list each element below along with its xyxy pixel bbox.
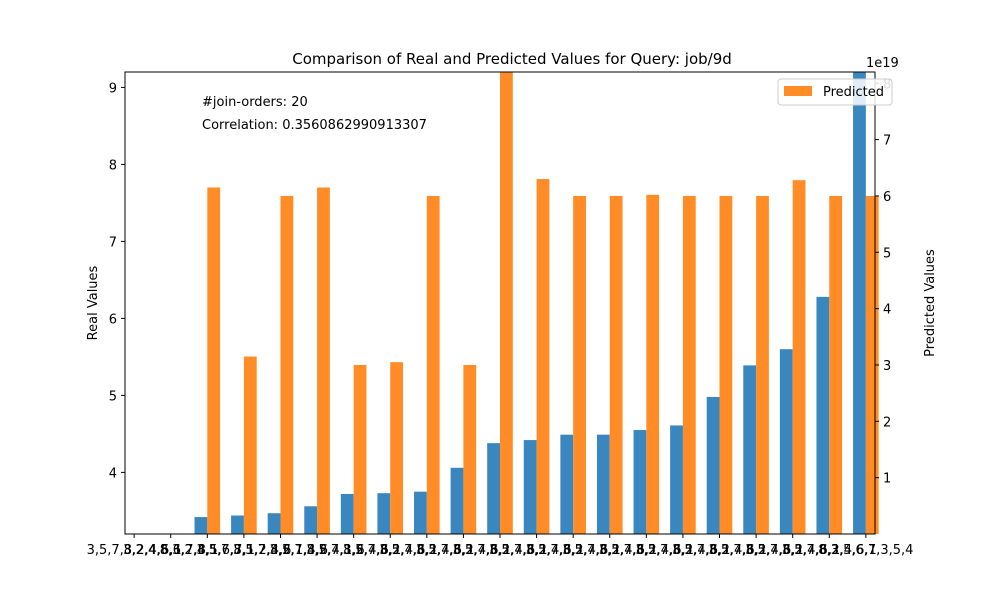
predicted-bar [682, 195, 696, 534]
y2-tick-label: 5 [883, 246, 891, 261]
x-tick-label: 8,3,2,4,5,6,7,1 [160, 543, 255, 558]
predicted-bar [426, 195, 440, 534]
correlation-annotation: Correlation: 0.3560862990913307 [202, 118, 427, 133]
predicted-bar [646, 194, 660, 534]
y2-offset-label: 1e19 [866, 56, 899, 71]
x-tick-label: 3,5,7,8,2,1,4,6 [233, 543, 328, 558]
x-tick-label: 3,5,7,8,2,4,6,1 [379, 543, 474, 558]
y-tick-label: 8 [109, 158, 117, 173]
x-tick-label: 3,5,7,8,2,4,6,1 [745, 543, 840, 558]
predicted-bar [792, 180, 806, 534]
predicted-bar [317, 187, 330, 534]
real-bar [267, 513, 281, 534]
legend-label-predicted: Predicted [823, 85, 884, 100]
x-tick-label: 3,5,7,8,2,4,6,1 [452, 543, 547, 558]
predicted-bar [573, 195, 586, 534]
real-bar [816, 296, 830, 534]
x-tick-label: 3,2,4,5,6,7,8,1 [123, 543, 218, 558]
predicted-bar [353, 364, 367, 534]
x-tick-label: 3,5,7,8,2,4,6,1 [343, 543, 438, 558]
predicted-bar [390, 362, 404, 534]
real-bar [231, 515, 244, 534]
real-bar [523, 440, 537, 534]
real-bar [743, 365, 757, 534]
x-tick-label: 3,5,7,8,2,4,6,1 [672, 543, 767, 558]
real-bar [414, 491, 427, 534]
y2-tick-label: 1 [883, 472, 891, 487]
predicted-bar [536, 179, 550, 535]
y2-tick-label: 7 [883, 134, 891, 149]
x-tick-label: 8,3,5,6,7,3,5,4 [818, 543, 913, 558]
y-tick-label: 5 [109, 389, 117, 404]
x-ticks-group: 3,5,7,8,2,4,6,13,2,4,5,6,7,8,18,3,2,4,5,… [87, 534, 913, 558]
y-tick-label: 4 [109, 466, 117, 481]
y-tick-label: 9 [109, 81, 117, 96]
chart-title: Comparison of Real and Predicted Values … [292, 50, 732, 68]
x-tick-label: 3,5,7,8,2,4,6,1 [306, 543, 401, 558]
real-bar [450, 467, 464, 534]
real-bar [706, 396, 720, 534]
y2-tick-label: 2 [883, 415, 891, 430]
real-bar [340, 493, 354, 534]
legend-swatch-predicted [784, 86, 812, 96]
x-tick-label: 3,5,7,8,2,4,6,1 [709, 543, 804, 558]
predicted-bar [609, 195, 623, 534]
left-y-ticks-group: 4 5 6 7 8 9 [109, 81, 125, 481]
real-bar [487, 443, 500, 534]
y2-tick-label: 4 [883, 303, 891, 318]
y-axis-label: Real Values [86, 265, 101, 340]
join-orders-annotation: #join-orders: 20 [202, 95, 308, 110]
predicted-bar [243, 356, 257, 534]
x-tick-label: 3,5,7,8,2,4,6,1 [562, 543, 657, 558]
predicted-bar [207, 187, 221, 534]
x-tick-label: 3,5,7,8,2,4,6,1 [599, 543, 694, 558]
real-bar [377, 493, 391, 534]
real-bar [670, 425, 683, 534]
x-tick-label: 3,5,7,8,2,4,6,1 [635, 543, 730, 558]
y2-tick-label: 3 [883, 359, 891, 374]
real-bar [633, 430, 647, 534]
real-bar [194, 517, 208, 534]
x-tick-label: 3,5,7,8,2,4,6,1 [526, 543, 621, 558]
y2-tick-label: 6 [883, 190, 891, 205]
x-tick-label: 3,5,7,8,2,4,1,6 [270, 543, 365, 558]
real-bar [853, 72, 866, 534]
predicted-bar [719, 195, 733, 534]
x-tick-label: 3,5,7,8,2,4,6,1 [416, 543, 511, 558]
predicted-bar [463, 364, 477, 534]
predicted-bar [756, 195, 769, 534]
real-bar [560, 434, 574, 534]
predicted-bar [500, 72, 513, 534]
legend: Predicted [777, 78, 893, 106]
predicted-bars-group [207, 72, 879, 535]
predicted-bar [280, 195, 294, 534]
legend-box [777, 78, 893, 106]
real-bars-group [194, 72, 866, 534]
real-bar [779, 349, 793, 534]
predicted-bar [829, 195, 843, 534]
y-tick-label: 6 [109, 312, 117, 327]
y-tick-label: 7 [109, 235, 117, 250]
y2-axis-label: Predicted Values [923, 249, 938, 357]
x-tick-label: 3,5,7,8,2,4,6,1 [87, 543, 182, 558]
real-bar [596, 434, 610, 534]
real-bar [304, 506, 318, 534]
x-tick-label: 3,5,7,8,2,4,6,1 [489, 543, 584, 558]
x-tick-label: 3,5,7,8,1,2,4,6 [196, 543, 291, 558]
x-tick-label: 3,5,7,8,2,4,6,1 [782, 543, 877, 558]
